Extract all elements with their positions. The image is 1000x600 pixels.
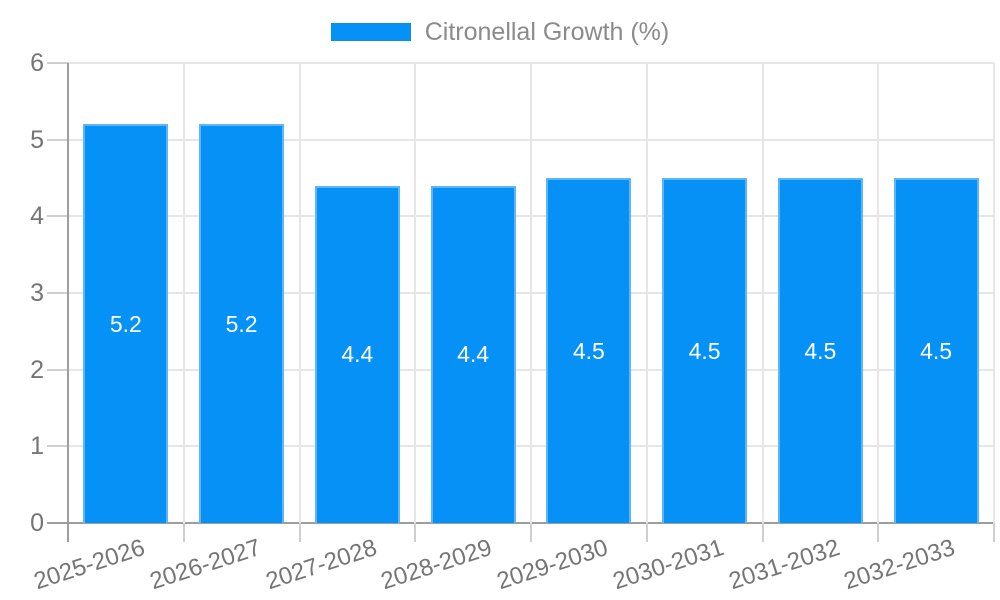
bar-value-label: 4.5: [688, 337, 721, 364]
x-axis-tick: [877, 523, 880, 542]
x-tick-label: 2026-2027: [146, 534, 264, 596]
y-tick-label: 5: [30, 125, 44, 154]
y-axis-tick: [47, 445, 68, 448]
gridline-vertical: [182, 63, 185, 523]
bar-value-label: 4.5: [920, 337, 953, 364]
x-axis-tick: [298, 523, 301, 542]
bar-value-label: 5.2: [109, 310, 142, 337]
y-axis-tick: [47, 368, 68, 371]
y-axis-tick: [47, 62, 68, 64]
gridline-vertical: [298, 63, 301, 523]
y-tick-label: 6: [30, 49, 44, 77]
gridline-vertical: [414, 63, 417, 523]
chart-legend: Citronellal Growth (%): [0, 18, 1000, 46]
bar-value-label: 5.2: [225, 310, 258, 337]
bar-2031-2032[interactable]: [777, 178, 863, 523]
bar-value-label: 4.4: [457, 341, 490, 368]
bar-value-label: 4.5: [804, 337, 837, 364]
bar-2028-2029[interactable]: [430, 185, 516, 523]
gridline-vertical: [645, 63, 648, 523]
x-tick-label: 2028-2029: [377, 534, 496, 596]
gridline-vertical: [530, 63, 532, 523]
y-axis-line: [67, 63, 69, 523]
legend-label: Citronellal Growth (%): [424, 18, 670, 46]
x-axis-tick: [761, 523, 764, 542]
x-tick-label: 2025-2026: [30, 534, 149, 596]
bar-value-label: 4.5: [572, 337, 605, 364]
y-tick-label: 3: [30, 279, 44, 307]
y-tick-label: 0: [30, 509, 44, 537]
x-tick-label: 2029-2030: [493, 534, 612, 596]
gridline-vertical: [761, 63, 764, 523]
x-axis-tick: [67, 523, 69, 542]
bar-2026-2027[interactable]: [199, 124, 285, 523]
legend-item-citronellal-growth[interactable]: Citronellal Growth (%): [330, 18, 670, 46]
x-axis-tick: [182, 523, 185, 542]
y-tick-label: 2: [30, 355, 44, 384]
y-tick-label: 4: [30, 202, 44, 231]
x-axis-tick: [645, 523, 648, 542]
x-axis-tick: [993, 523, 995, 542]
y-axis-tick: [47, 292, 68, 294]
x-axis-tick: [530, 523, 532, 542]
y-axis-tick: [47, 215, 68, 218]
gridline-vertical: [993, 63, 995, 523]
legend-swatch: [330, 23, 411, 41]
x-tick-label: 2031-2032: [725, 534, 843, 596]
bar-2030-2031[interactable]: [662, 178, 748, 523]
x-tick-label: 2032-2033: [840, 534, 959, 596]
bar-2029-2030[interactable]: [546, 178, 632, 523]
y-tick-label: 1: [30, 432, 44, 461]
bar-value-label: 4.4: [341, 341, 374, 368]
x-tick-label: 2030-2031: [609, 534, 727, 596]
y-axis-tick: [47, 138, 68, 141]
bar-2032-2033[interactable]: [893, 178, 979, 523]
y-axis-tick: [47, 522, 68, 524]
x-tick-label: 2027-2028: [262, 534, 380, 596]
bar-2025-2026[interactable]: [83, 124, 169, 523]
gridline-vertical: [877, 63, 880, 523]
x-axis-tick: [414, 523, 417, 542]
bar-2027-2028[interactable]: [314, 185, 400, 523]
